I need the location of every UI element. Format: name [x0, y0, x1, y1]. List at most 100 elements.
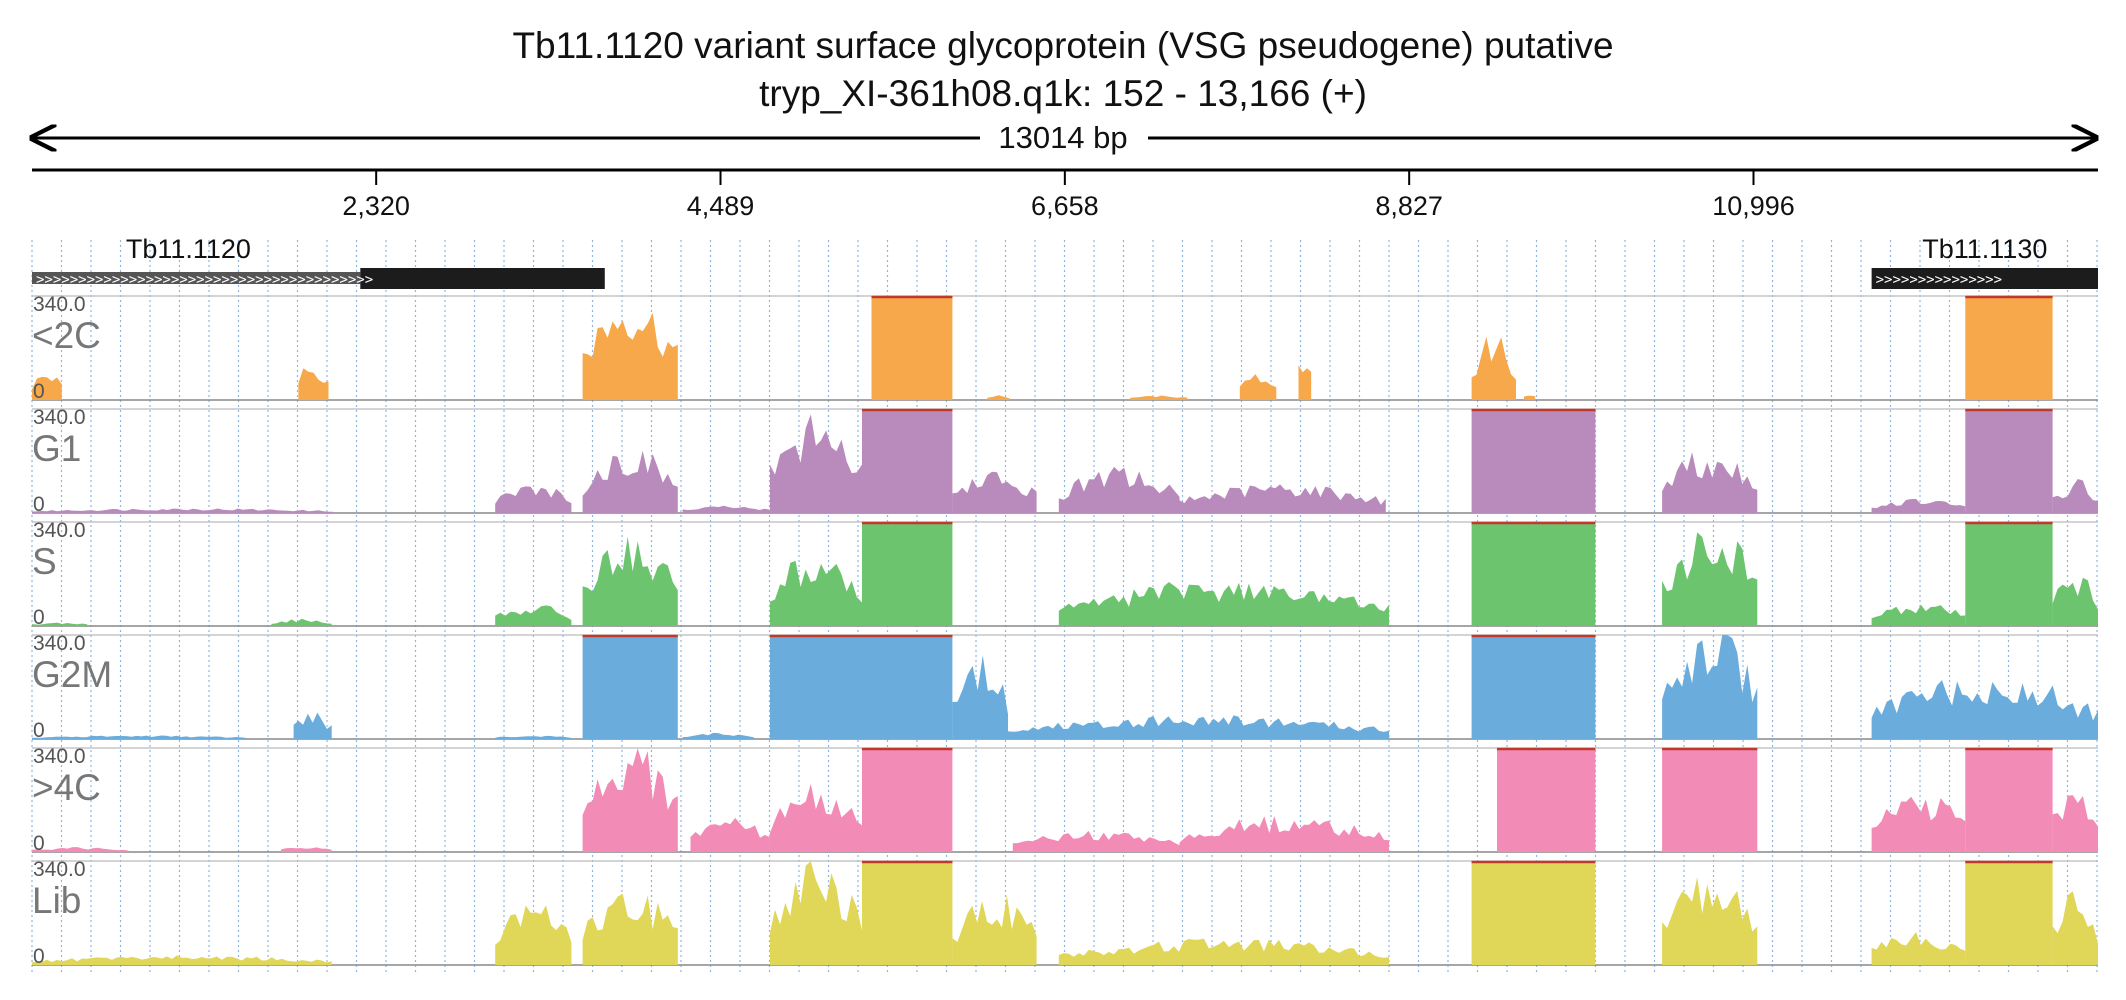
gene-body: [360, 268, 605, 289]
track-2: 340.0S 0: [32, 519, 2098, 629]
coverage-area: [1471, 409, 1596, 513]
coverage-area: [952, 655, 1008, 739]
coverage-area: [1130, 395, 1188, 400]
track-0: 340.0<2C 0: [32, 293, 2098, 403]
coverage-area: [495, 486, 572, 513]
coverage-area: [1471, 336, 1516, 400]
coverage-area: [1471, 861, 1596, 965]
coverage-area: [1662, 877, 1758, 965]
coverage-area: [1179, 816, 1389, 852]
coverage-area: [271, 618, 332, 626]
coverage-area: [495, 605, 572, 626]
coverage-area: [32, 735, 246, 739]
coverage-area: [1298, 365, 1312, 400]
coverage-area: [32, 847, 129, 852]
coverage-area: [1965, 748, 2053, 852]
coverage-area: [862, 522, 953, 626]
coverage-area: [2052, 795, 2098, 852]
coverage-area: [2052, 577, 2098, 626]
coverage-area: [32, 622, 88, 626]
coverage-area: [582, 893, 678, 965]
track-name: G2M: [32, 654, 112, 695]
coverage-area: [495, 905, 572, 965]
coverage-area: [298, 368, 329, 400]
coverage-area: [2052, 891, 2098, 965]
coverage-area: [1871, 796, 1966, 852]
x-tick-label: 2,320: [342, 191, 410, 221]
coverage-area: [1179, 484, 1386, 513]
coverage-tracks: 340.0<2C0340.0G10340.0S0340.0G2M0340.0>4…: [32, 293, 2098, 968]
coverage-area: [582, 450, 678, 513]
coverage-area: [769, 414, 862, 513]
coverage-area: [1471, 522, 1596, 626]
coverage-area: [1662, 452, 1758, 513]
coverage-area: [862, 748, 953, 852]
coverage-area: [582, 536, 678, 626]
track-name: >4C: [32, 767, 101, 808]
coverage-area: [871, 296, 953, 400]
coverage-area: [1662, 532, 1758, 626]
coverage-area: [1965, 861, 2053, 965]
track-4: 340.0>4C 0: [32, 745, 2098, 855]
coverage-area: [1471, 635, 1596, 739]
coverage-area: [280, 847, 332, 852]
x-tick-label: 6,658: [1031, 191, 1099, 221]
strand-arrows: >>>>>>>>>>>>>>>>>>>>>>>>>>>>>>>>>>>>>>>>: [36, 272, 373, 288]
y-min-label: 0: [33, 719, 45, 742]
y-max-label: 340.0: [33, 632, 86, 655]
coverage-area: [1871, 604, 1966, 626]
gene-body: [1871, 268, 2098, 289]
axis-ticks: 2,320 4,489 6,658 8,827 10,996: [342, 170, 1795, 221]
coverage-area: [582, 635, 678, 739]
y-max-label: 340.0: [33, 519, 86, 542]
coverage-area: [293, 712, 332, 739]
coverage-area: [32, 508, 334, 513]
coverage-area: [1871, 932, 1966, 965]
coverage-area: [769, 783, 862, 852]
y-min-label: 0: [33, 832, 45, 855]
coverage-area: [1058, 582, 1389, 626]
coverage-area: [582, 748, 678, 852]
coverage-area: [495, 735, 572, 739]
y-min-label: 0: [33, 380, 45, 403]
coverage-area: [1058, 466, 1180, 513]
y-max-label: 340.0: [33, 745, 86, 768]
coverage-area: [1058, 938, 1389, 965]
track-1: 340.0G1 0: [32, 406, 2098, 516]
gene-label: Tb11.1130: [1922, 234, 2047, 264]
coverage-area: [1871, 498, 1966, 513]
coverage-area: [952, 895, 1037, 965]
coverage-area: [2052, 479, 2098, 513]
coverage-area: [1965, 409, 2053, 513]
x-tick-label: 8,827: [1375, 191, 1443, 221]
coverage-area: [952, 471, 1037, 513]
track-name: <2C: [32, 315, 101, 356]
y-max-label: 340.0: [33, 858, 86, 881]
coverage-area: [769, 635, 862, 739]
y-min-label: 0: [33, 493, 45, 516]
y-max-label: 340.0: [33, 293, 86, 316]
x-tick-label: 4,489: [687, 191, 755, 221]
coverage-area: [769, 560, 862, 626]
coverage-area: [862, 861, 953, 965]
coverage-area: [1662, 748, 1758, 852]
coverage-area: [1524, 395, 1536, 400]
strand-arrows: >>>>>>>>>>>>>>>: [1876, 272, 2002, 288]
grid-lines: [31, 240, 2098, 974]
coverage-area: [1965, 296, 2053, 400]
coverage-area: [32, 376, 62, 400]
coverage-area: [1012, 830, 1180, 852]
chart-subtitle: tryp_XI-361h08.q1k: 152 - 13,166 (+): [759, 73, 1367, 114]
coverage-area: [1008, 715, 1389, 739]
coverage-area: [582, 313, 678, 400]
track-name: G1: [32, 428, 81, 469]
coverage-area: [769, 861, 862, 965]
coverage-area: [690, 817, 770, 852]
y-min-label: 0: [33, 945, 45, 968]
gene-track: >>>>>>>>>>>>>>>>>>>>>>>>>>>>>>>>>>>>>>>>…: [32, 234, 2098, 289]
track-name: S: [32, 541, 57, 582]
track-name: Lib: [32, 880, 81, 921]
coverage-area: [32, 955, 332, 965]
